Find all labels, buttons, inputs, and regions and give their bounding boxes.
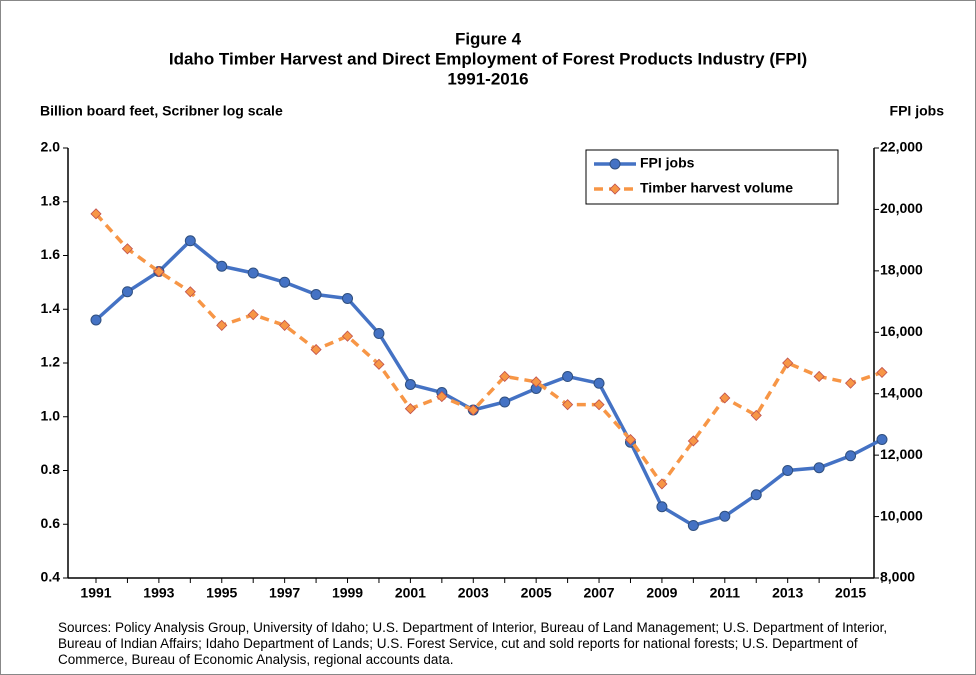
line-point (121, 243, 134, 255)
line-point (499, 370, 511, 383)
y2-tick-label: 14,000 (880, 384, 923, 400)
line-point (750, 489, 762, 501)
y-tick-label: 1.2 (41, 354, 61, 370)
line-point (247, 309, 259, 321)
x-tick-label: 1999 (332, 585, 363, 601)
line-point (247, 267, 259, 279)
x-tick-label: 2013 (772, 585, 803, 601)
y-tick-label: 1.4 (41, 300, 61, 316)
line-point (562, 371, 574, 383)
legend-label: FPI jobs (640, 155, 695, 171)
line-point (90, 208, 102, 220)
legend-marker (609, 158, 621, 170)
line-point (845, 450, 857, 462)
x-tick-label: 2003 (458, 585, 489, 601)
line-point (216, 319, 228, 331)
x-tick-label: 1993 (143, 585, 174, 601)
y-tick-label: 1.6 (41, 246, 61, 262)
x-tick-label: 2001 (395, 585, 426, 601)
y-tick-label: 2.0 (41, 139, 61, 155)
line-point (373, 328, 385, 340)
line-point (719, 510, 731, 522)
y2-tick-label: 18,000 (880, 262, 923, 278)
y-axis-label: Billion board feet, Scribner log scale (40, 103, 283, 119)
chart-subtitle: Idaho Timber Harvest and Direct Employme… (169, 49, 807, 68)
y2-tick-label: 16,000 (880, 323, 923, 339)
y-tick-label: 1.8 (41, 192, 61, 208)
x-tick-label: 2015 (835, 585, 866, 601)
legend-label: Timber harvest volume (640, 180, 793, 196)
line-point (562, 399, 574, 411)
legend-marker (609, 183, 621, 195)
chart-subtitle: 1991-2016 (447, 69, 528, 88)
line-point (876, 366, 888, 378)
line-point (342, 293, 354, 304)
line-point (467, 404, 479, 416)
line-point (90, 314, 102, 326)
y2-tick-label: 8,000 (880, 569, 915, 585)
line-point (687, 435, 699, 447)
y2-tick-label: 10,000 (880, 507, 923, 523)
line-point (656, 478, 668, 490)
line-point (310, 289, 322, 301)
y2-axis-label: FPI jobs (890, 103, 945, 119)
x-tick-label: 2009 (646, 585, 677, 601)
line-point (404, 379, 416, 390)
y2-tick-label: 22,000 (880, 139, 923, 155)
line-point (593, 377, 605, 389)
line-point (876, 433, 888, 445)
x-tick-label: 2005 (521, 585, 552, 601)
line-point (499, 396, 511, 408)
x-tick-label: 1991 (80, 585, 111, 601)
line-point (813, 370, 825, 383)
line-point (750, 409, 762, 421)
y-tick-label: 0.4 (41, 569, 61, 585)
line-point (279, 276, 291, 288)
line-point (216, 260, 228, 272)
line-point (341, 330, 354, 342)
line-point (530, 376, 542, 388)
y-tick-label: 0.8 (41, 461, 61, 477)
line-point (782, 357, 794, 369)
line-point (184, 286, 196, 298)
line-point (719, 392, 731, 404)
line-point (121, 286, 133, 298)
line-point (844, 377, 857, 389)
line-point (687, 519, 699, 531)
line-point (279, 319, 291, 331)
line-point (404, 403, 416, 415)
line-point (624, 434, 637, 446)
legend-box (585, 149, 839, 205)
line-point (656, 501, 668, 513)
x-tick-label: 1995 (206, 585, 237, 601)
chart-title: Figure 4 (455, 29, 522, 48)
line-point (813, 462, 825, 474)
line-point (373, 358, 385, 370)
x-tick-label: 2011 (710, 585, 741, 601)
source-note: Sources: Policy Analysis Group, Universi… (58, 620, 888, 667)
line-point (184, 235, 196, 247)
y2-tick-label: 20,000 (880, 200, 923, 216)
line-point (310, 343, 322, 356)
line-point (593, 399, 605, 411)
line-point (436, 391, 448, 403)
y-tick-label: 0.6 (41, 515, 61, 531)
y-tick-label: 1.0 (41, 407, 61, 423)
y2-tick-label: 12,000 (880, 446, 923, 462)
x-tick-label: 1997 (269, 585, 300, 601)
line-point (782, 465, 794, 476)
line-point (153, 266, 165, 278)
x-tick-label: 2007 (583, 585, 614, 601)
series-line (94, 212, 883, 487)
